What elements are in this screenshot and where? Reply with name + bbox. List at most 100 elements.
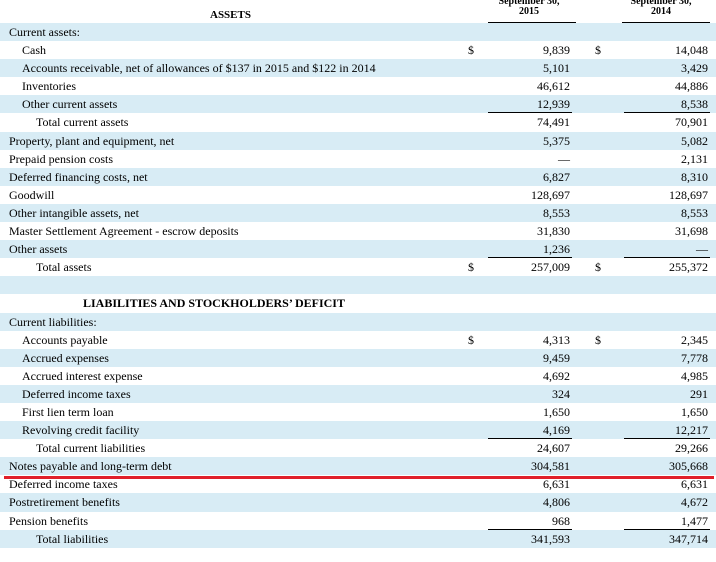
value-2015: 8,553 [543, 205, 570, 220]
dollar-sign-2014: $ [595, 43, 601, 58]
dollar-sign-2015: $ [468, 332, 474, 347]
assets-heading: ASSETS [210, 9, 251, 21]
table-row: First lien term loan 1,650 1,650 [0, 403, 716, 421]
value-2015: 257,009 [531, 260, 570, 275]
value-2014: 128,697 [669, 187, 708, 202]
row-label: Total current assets [36, 115, 129, 130]
table-row: Accrued interest expense 4,692 4,985 [0, 367, 716, 385]
value-2015: 4,169 [543, 423, 570, 438]
red-highlight-line [4, 476, 714, 479]
row-label: Deferred income taxes [9, 477, 118, 492]
value-2015: 4,692 [543, 368, 570, 383]
subtotal-rule [624, 528, 710, 530]
row-label: Revolving credit facility [22, 423, 140, 438]
column-underline-2014 [622, 22, 710, 23]
value-2014: 2,131 [681, 151, 708, 166]
value-2014: 7,778 [681, 350, 708, 365]
value-2014: 4,985 [681, 368, 708, 383]
value-2014: 1,477 [681, 513, 708, 528]
row-label: Current assets: [9, 25, 80, 39]
row-label: Accounts receivable, net of allowances o… [22, 61, 376, 76]
value-2015: 324 [552, 386, 570, 401]
value-2015: 304,581 [531, 459, 570, 474]
value-2015: 968 [552, 513, 570, 528]
table-row: Other current assets 12,939 8,538 [0, 95, 716, 114]
table-row: Property, plant and equipment, net 5,375 5… [0, 131, 716, 150]
row-label: Notes payable and long-term debt [9, 459, 172, 474]
balance-sheet-table: Current assets: Cash $9,839 $14,048 Accounts… [0, 23, 716, 548]
table-row: Master Settlement Agreement - escrow dep… [0, 222, 716, 240]
value-2015: 4,313 [543, 332, 570, 347]
table-row: Pension benefits 968 1,477 [0, 512, 716, 530]
table-row: Goodwill 128,697 128,697 [0, 186, 716, 204]
table-row: Notes payable and long-term debt 304,581 3… [0, 457, 716, 476]
row-label: Total assets [36, 260, 92, 275]
value-2015: — [558, 151, 570, 166]
value-2014: 2,345 [681, 332, 708, 347]
table-row: Current assets: [0, 23, 716, 42]
subtotal-rule [624, 438, 710, 440]
value-2014: 305,668 [669, 459, 708, 474]
row-label: Other current assets [22, 97, 118, 112]
subtotal-rule [488, 112, 572, 114]
column-header-2014: September 30, 2014 [630, 0, 692, 17]
value-2015: 341,593 [531, 531, 570, 546]
subtotal-rule [488, 257, 572, 259]
value-2014: — [696, 242, 708, 257]
table-row: Revolving credit facility 4,169 12,217 [0, 421, 716, 440]
value-2015: 46,612 [537, 79, 570, 94]
table-row: Inventories 46,612 44,886 [0, 77, 716, 95]
row-label: Deferred financing costs, net [9, 169, 148, 184]
subtotal-rule [624, 112, 710, 114]
table-row: LIABILITIES AND STOCKHOLDERS’ DEFICIT [0, 294, 716, 312]
value-2014: 29,266 [675, 441, 708, 456]
table-row: Other intangible assets, net 8,553 8,553 [0, 203, 716, 223]
value-2014: 4,672 [681, 495, 708, 510]
value-2015: 128,697 [531, 187, 570, 202]
value-2014: 6,631 [681, 477, 708, 492]
value-2014: 291 [690, 386, 708, 401]
value-2015: 9,839 [543, 43, 570, 58]
subtotal-rule [624, 257, 710, 259]
value-2015: 5,375 [543, 133, 570, 148]
row-label: Postretirement benefits [9, 495, 120, 510]
dollar-sign-2014: $ [595, 332, 601, 347]
table-header: ASSETS September 30, 2015 September 30, 20… [0, 0, 716, 23]
dollar-sign-2015: $ [468, 260, 474, 275]
value-2014: 8,553 [681, 205, 708, 220]
value-2015: 24,607 [537, 441, 570, 456]
table-row: Current liabilities: [0, 312, 716, 331]
table-row: Total current liabilities 24,607 29,266 [0, 439, 716, 457]
table-row: Deferred financing costs, net 6,827 8,310 [0, 167, 716, 186]
table-row: Postretirement benefits 4,806 4,672 [0, 493, 716, 512]
row-label: Other assets [9, 242, 68, 257]
value-2014: 3,429 [681, 61, 708, 76]
value-2015: 1,650 [543, 404, 570, 419]
row-label: Deferred income taxes [22, 386, 131, 401]
value-2015: 1,236 [543, 242, 570, 257]
row-label: Pension benefits [9, 513, 88, 528]
table-row: Total current assets 74,491 70,901 [0, 113, 716, 131]
row-label: Current liabilities: [9, 314, 97, 329]
row-label: Other intangible assets, net [9, 205, 139, 220]
value-2015: 9,459 [543, 350, 570, 365]
row-label: First lien term loan [22, 404, 114, 419]
row-label: Inventories [22, 79, 76, 94]
value-2014: 44,886 [675, 79, 708, 94]
table-row: Deferred income taxes 324 291 [0, 384, 716, 403]
value-2014: 8,538 [681, 97, 708, 112]
value-2015: 74,491 [537, 115, 570, 130]
value-2015: 4,806 [543, 495, 570, 510]
value-2015: 5,101 [543, 61, 570, 76]
value-2015: 31,830 [537, 224, 570, 239]
table-row: Total assets $257,009 $255,372 [0, 258, 716, 280]
row-label: Accrued interest expense [22, 368, 143, 383]
value-2014: 8,310 [681, 169, 708, 184]
subtotal-rule [488, 438, 572, 440]
value-2014: 12,217 [675, 423, 708, 438]
row-label: Master Settlement Agreement - escrow dep… [9, 224, 239, 239]
value-2014: 347,714 [669, 531, 708, 546]
row-label: Accrued expenses [22, 350, 109, 365]
value-2014: 31,698 [675, 224, 708, 239]
value-2015: 6,631 [543, 477, 570, 492]
